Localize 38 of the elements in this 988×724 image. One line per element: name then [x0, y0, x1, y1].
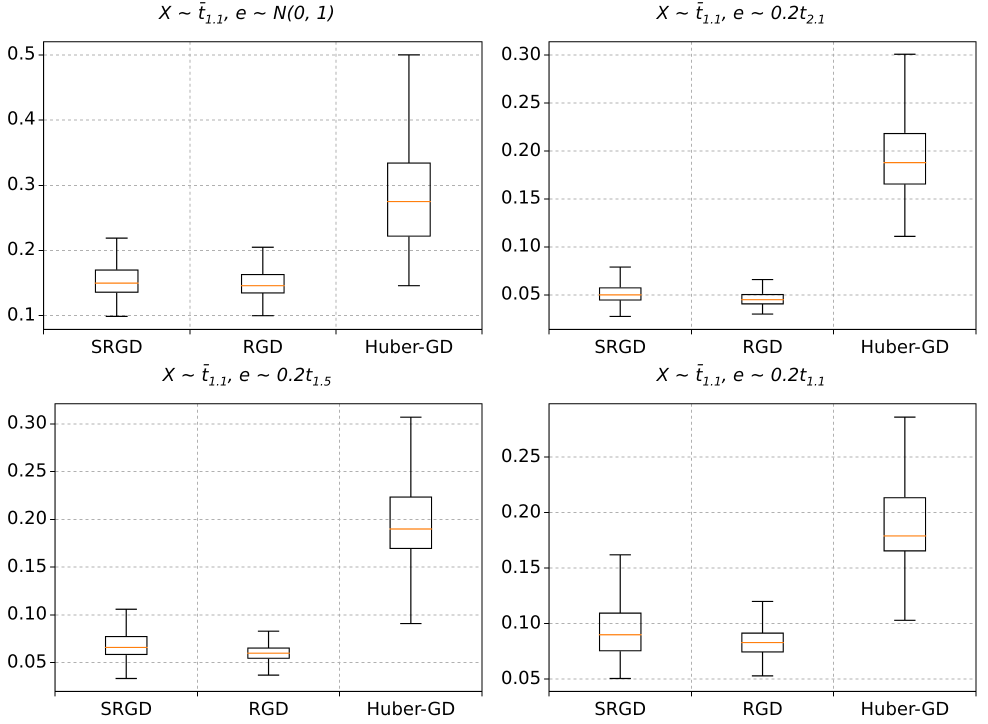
y-tick-label: 0.10 [501, 612, 542, 634]
x-tick-label: Huber-GD [364, 336, 454, 358]
y-tick-label: 0.25 [501, 92, 542, 113]
y-tick-label: 0.30 [501, 44, 542, 65]
y-tick-label: 0.5 [6, 44, 36, 65]
y-tick-label: 0.4 [6, 108, 36, 130]
y-tick-label: 0.20 [501, 140, 542, 161]
y-tick-label: 0.15 [7, 556, 48, 577]
y-tick-label: 0.25 [7, 460, 48, 482]
x-tick-label: Huber-GD [860, 336, 950, 358]
x-tick-label: SRGD [100, 698, 152, 720]
y-tick-label: 0.15 [501, 556, 542, 578]
y-tick-label: 0.05 [7, 651, 48, 672]
x-tick-label: RGD [248, 698, 289, 720]
y-tick-label: 0.25 [501, 446, 542, 467]
y-tick-label: 0.15 [501, 188, 542, 209]
chart-title: X ∼ t̄$_{1.1}$, e ∼ 0.2t$_{1.1}$ [655, 363, 826, 390]
x-tick-label: RGD [242, 336, 283, 358]
chart-title: X ∼ t̄$_{1.1}$, e ∼ N(0, 1) [157, 1, 336, 28]
x-tick-label: RGD [742, 698, 783, 720]
x-tick-label: Huber-GD [366, 698, 456, 720]
y-tick-label: 0.1 [6, 304, 36, 326]
y-tick-label: 0.10 [501, 236, 542, 257]
y-tick-label: 0.30 [7, 412, 48, 434]
x-tick-label: SRGD [90, 336, 143, 358]
y-tick-label: 0.20 [501, 501, 542, 522]
y-tick-label: 0.20 [7, 508, 48, 530]
y-tick-label: 0.05 [501, 284, 542, 305]
x-tick-label: RGD [742, 336, 783, 358]
y-tick-label: 0.05 [501, 668, 542, 689]
x-tick-label: SRGD [594, 336, 646, 358]
x-tick-label: Huber-GD [860, 698, 950, 720]
chart-title: X ∼ t̄$_{1.1}$, e ∼ 0.2t$_{1.5}$ [161, 363, 332, 390]
chart-title: X ∼ t̄$_{1.1}$, e ∼ 0.2t$_{2.1}$ [655, 1, 826, 28]
y-tick-label: 0.10 [7, 604, 48, 625]
x-tick-label: SRGD [594, 698, 646, 720]
y-tick-label: 0.2 [6, 239, 36, 260]
y-tick-label: 0.3 [6, 174, 36, 195]
